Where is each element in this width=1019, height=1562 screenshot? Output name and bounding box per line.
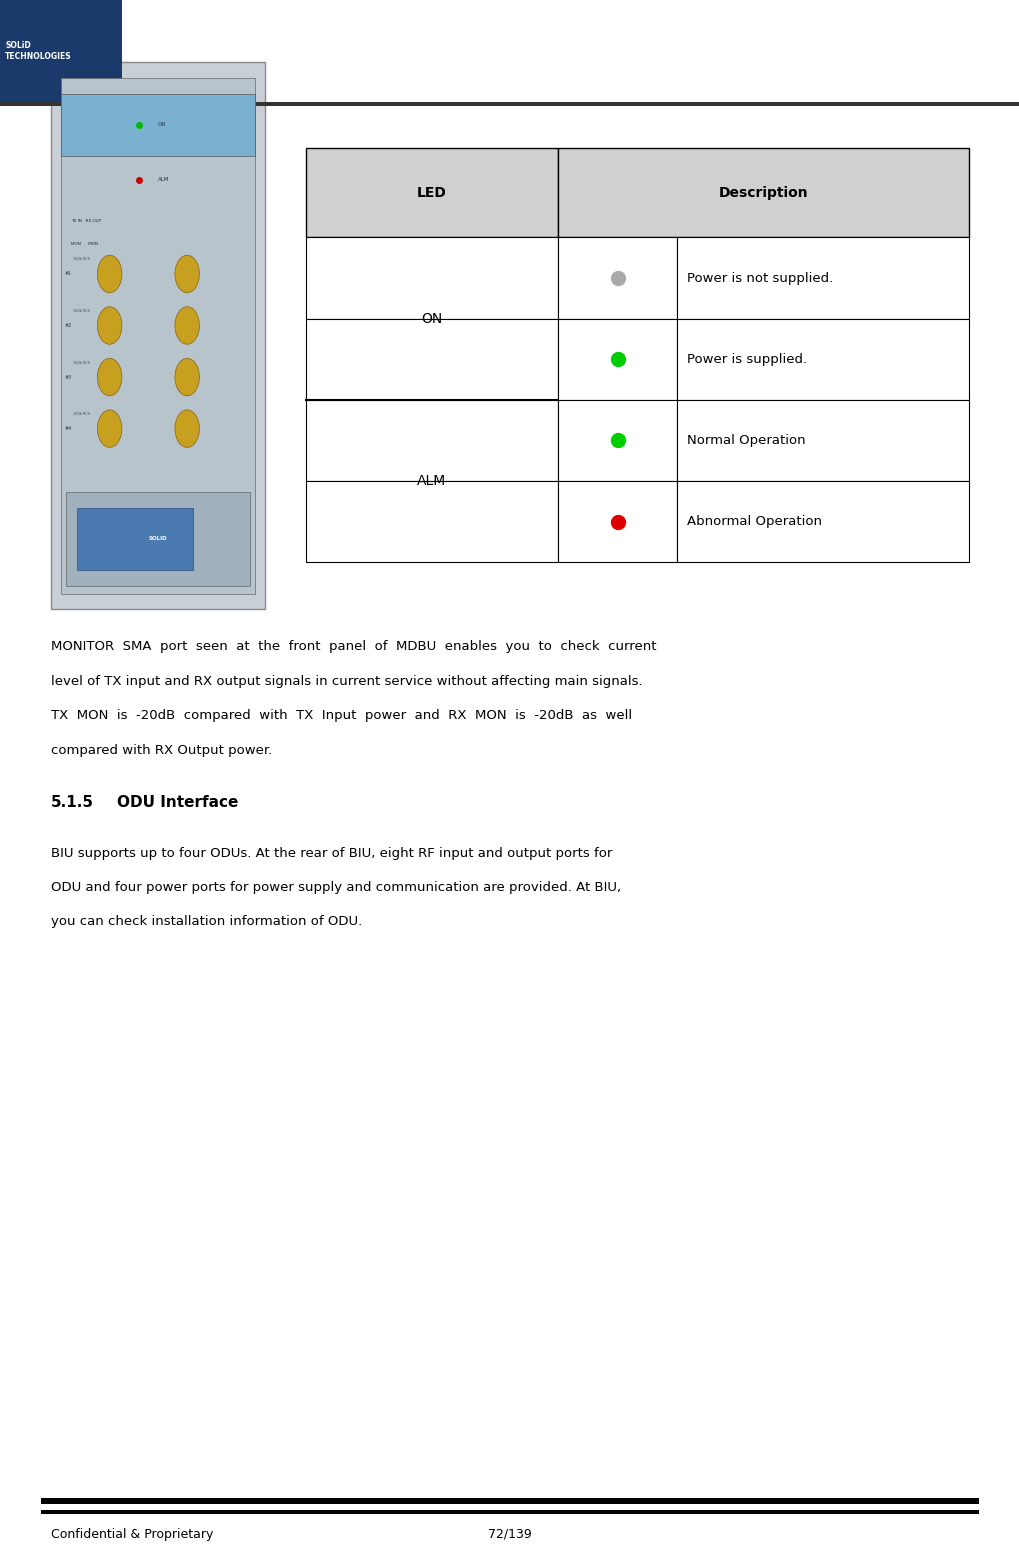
Bar <box>677 481 968 562</box>
Text: BIU supports up to four ODUs. At the rear of BIU, eight RF input and output port: BIU supports up to four ODUs. At the rea… <box>51 847 611 859</box>
Circle shape <box>175 306 200 344</box>
Text: MONITOR  SMA  port  seen  at  the  front  panel  of  MDBU  enables  you  to  che: MONITOR SMA port seen at the front panel… <box>51 640 656 653</box>
Text: compared with RX Output power.: compared with RX Output power. <box>51 744 272 756</box>
Text: Confidential & Proprietary: Confidential & Proprietary <box>51 1528 213 1540</box>
Text: ODU Interface: ODU Interface <box>117 795 238 811</box>
Text: 5.1.5: 5.1.5 <box>51 795 94 811</box>
Text: TX  MON  is  -20dB  compared  with  TX  Input  power  and  RX  MON  is  -20dB  a: TX MON is -20dB compared with TX Input p… <box>51 709 632 722</box>
Bar <box>306 319 557 400</box>
Circle shape <box>98 306 122 344</box>
Text: Description: Description <box>718 186 807 200</box>
Text: ON: ON <box>158 122 166 128</box>
Text: SOLID: SOLID <box>149 536 167 542</box>
Text: 150k RCS: 150k RCS <box>72 309 90 312</box>
Bar <box>557 237 677 319</box>
Bar <box>66 492 250 586</box>
Text: Power is not supplied.: Power is not supplied. <box>687 272 833 284</box>
Text: #2: #2 <box>65 323 72 328</box>
Bar <box>557 400 677 481</box>
Circle shape <box>175 358 200 395</box>
Text: you can check installation information of ODU.: you can check installation information o… <box>51 915 362 928</box>
Text: ON: ON <box>421 312 442 325</box>
Bar <box>677 237 968 319</box>
Bar <box>76 508 193 570</box>
Bar <box>306 400 557 481</box>
Bar <box>557 148 968 237</box>
Text: ALM: ALM <box>158 177 169 183</box>
Bar <box>41 1498 978 1504</box>
Circle shape <box>98 358 122 395</box>
Text: level of TX input and RX output signals in current service without affecting mai: level of TX input and RX output signals … <box>51 675 642 687</box>
Text: Power is supplied.: Power is supplied. <box>687 353 807 366</box>
Text: #3: #3 <box>65 375 72 380</box>
Text: TX IN   RX OUT: TX IN RX OUT <box>71 219 101 223</box>
Text: #4: #4 <box>65 426 72 431</box>
Bar <box>557 319 677 400</box>
Text: Normal Operation: Normal Operation <box>687 434 805 447</box>
Text: ALM: ALM <box>417 475 446 487</box>
Text: 150k RCS: 150k RCS <box>72 412 90 415</box>
Bar <box>0 102 1019 106</box>
Text: LED: LED <box>417 186 446 200</box>
Bar <box>0 0 122 102</box>
Text: 72/139: 72/139 <box>488 1528 531 1540</box>
Circle shape <box>175 409 200 447</box>
Text: Abnormal Operation: Abnormal Operation <box>687 515 821 528</box>
Text: 150k RCS: 150k RCS <box>72 361 90 364</box>
Circle shape <box>175 255 200 292</box>
Bar <box>677 319 968 400</box>
Bar <box>557 481 677 562</box>
Bar <box>306 481 557 562</box>
Text: #1: #1 <box>65 272 72 276</box>
Bar <box>677 400 968 481</box>
FancyBboxPatch shape <box>51 62 265 609</box>
Circle shape <box>98 409 122 447</box>
Text: SOLiD
TECHNOLOGIES: SOLiD TECHNOLOGIES <box>5 41 71 61</box>
Text: MON      MON: MON MON <box>71 242 98 247</box>
Text: 150k RCS: 150k RCS <box>72 258 90 261</box>
Bar <box>306 148 557 237</box>
Circle shape <box>98 255 122 292</box>
Bar <box>61 94 255 156</box>
Text: ODU and four power ports for power supply and communication are provided. At BIU: ODU and four power ports for power suppl… <box>51 881 621 893</box>
Bar <box>41 1510 978 1514</box>
Bar <box>306 237 557 319</box>
Bar <box>61 78 255 594</box>
